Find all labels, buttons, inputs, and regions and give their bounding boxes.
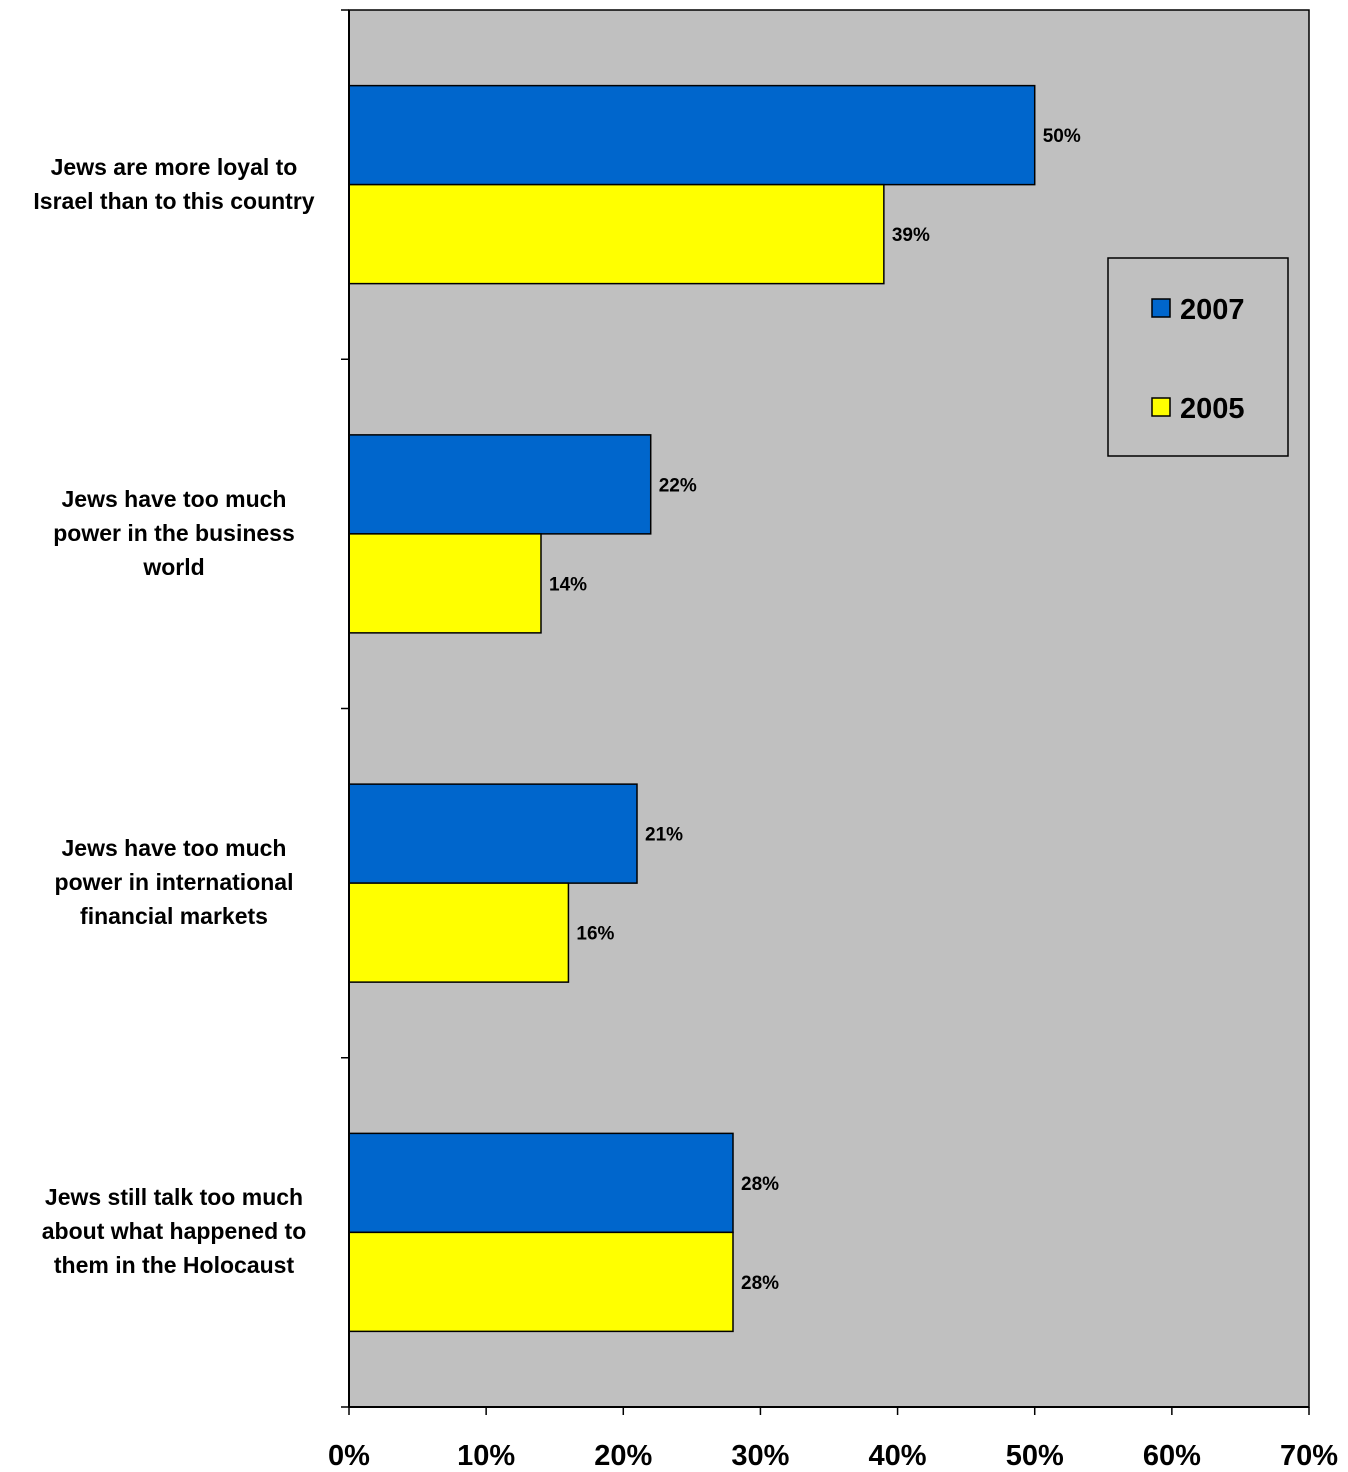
x-tick-label: 20% <box>594 1440 652 1472</box>
legend-label-2007: 2007 <box>1180 294 1245 326</box>
x-tick-labels: 0% 10% 20% 30% 40% 50% 60% 70% <box>328 1440 1338 1472</box>
category-label-line: power in international <box>54 869 294 896</box>
legend-swatch-2007 <box>1151 298 1171 318</box>
category-label-line: Jews still talk too much <box>44 1184 304 1211</box>
category-label-line: Jews have too much <box>61 835 287 862</box>
bar-2005-3 <box>348 882 570 983</box>
category-label: Jews are more loyal to Israel than to thi… <box>14 150 334 218</box>
data-label-2005-3: 16% <box>576 924 614 945</box>
x-tick-label: 50% <box>1006 1440 1064 1472</box>
x-tick-label: 0% <box>328 1440 370 1472</box>
axes <box>341 9 1310 1415</box>
legend-box <box>1107 257 1289 457</box>
legend-label-2005: 2005 <box>1180 393 1245 425</box>
data-label-2007-3: 21% <box>645 825 683 846</box>
data-label-2007-4: 28% <box>741 1174 779 1195</box>
x-tick-label: 60% <box>1143 1440 1201 1472</box>
x-tick-label: 40% <box>869 1440 927 1472</box>
category-label-line: them in the Holocaust <box>53 1252 295 1279</box>
data-label-2005-4: 28% <box>741 1273 779 1294</box>
category-label-line: Israel than to this country <box>33 187 315 214</box>
category-label-line: Jews are more loyal to <box>50 153 298 180</box>
data-label-2005-1: 39% <box>892 225 930 246</box>
category-label: Jews have too much power in the business w… <box>14 482 334 584</box>
legend-swatch-2005 <box>1151 397 1171 417</box>
data-label-2005-2: 14% <box>549 574 587 595</box>
data-label-2007-1: 50% <box>1043 126 1081 147</box>
bar-2007-4 <box>348 1132 734 1234</box>
category-label-line: world <box>143 553 205 580</box>
category-label: Jews have too much power in international… <box>14 831 334 933</box>
data-labels: 50% 39% 22% 14% 21% 16% 28% 28% <box>549 126 1081 1294</box>
bar-2007-1 <box>348 84 1036 186</box>
x-tick-label: 70% <box>1280 1440 1338 1472</box>
category-label-line: financial markets <box>80 903 268 930</box>
x-tick-label: 10% <box>457 1440 515 1472</box>
category-label-line: power in the business <box>53 519 295 546</box>
data-label-2007-2: 22% <box>659 475 697 496</box>
bar-2007-2 <box>348 434 652 535</box>
bar-2005-1 <box>348 183 885 285</box>
bars <box>348 84 1036 1333</box>
bar-2005-2 <box>348 533 542 634</box>
category-label: Jews still talk too much about what happe… <box>14 1180 334 1282</box>
legend: 2007 2005 <box>1107 257 1289 457</box>
category-label-line: Jews have too much <box>61 485 287 512</box>
bar-2005-4 <box>348 1231 734 1333</box>
x-tick-label: 30% <box>731 1440 789 1472</box>
category-label-line: about what happened to <box>41 1218 307 1245</box>
bar-2007-3 <box>348 783 638 884</box>
